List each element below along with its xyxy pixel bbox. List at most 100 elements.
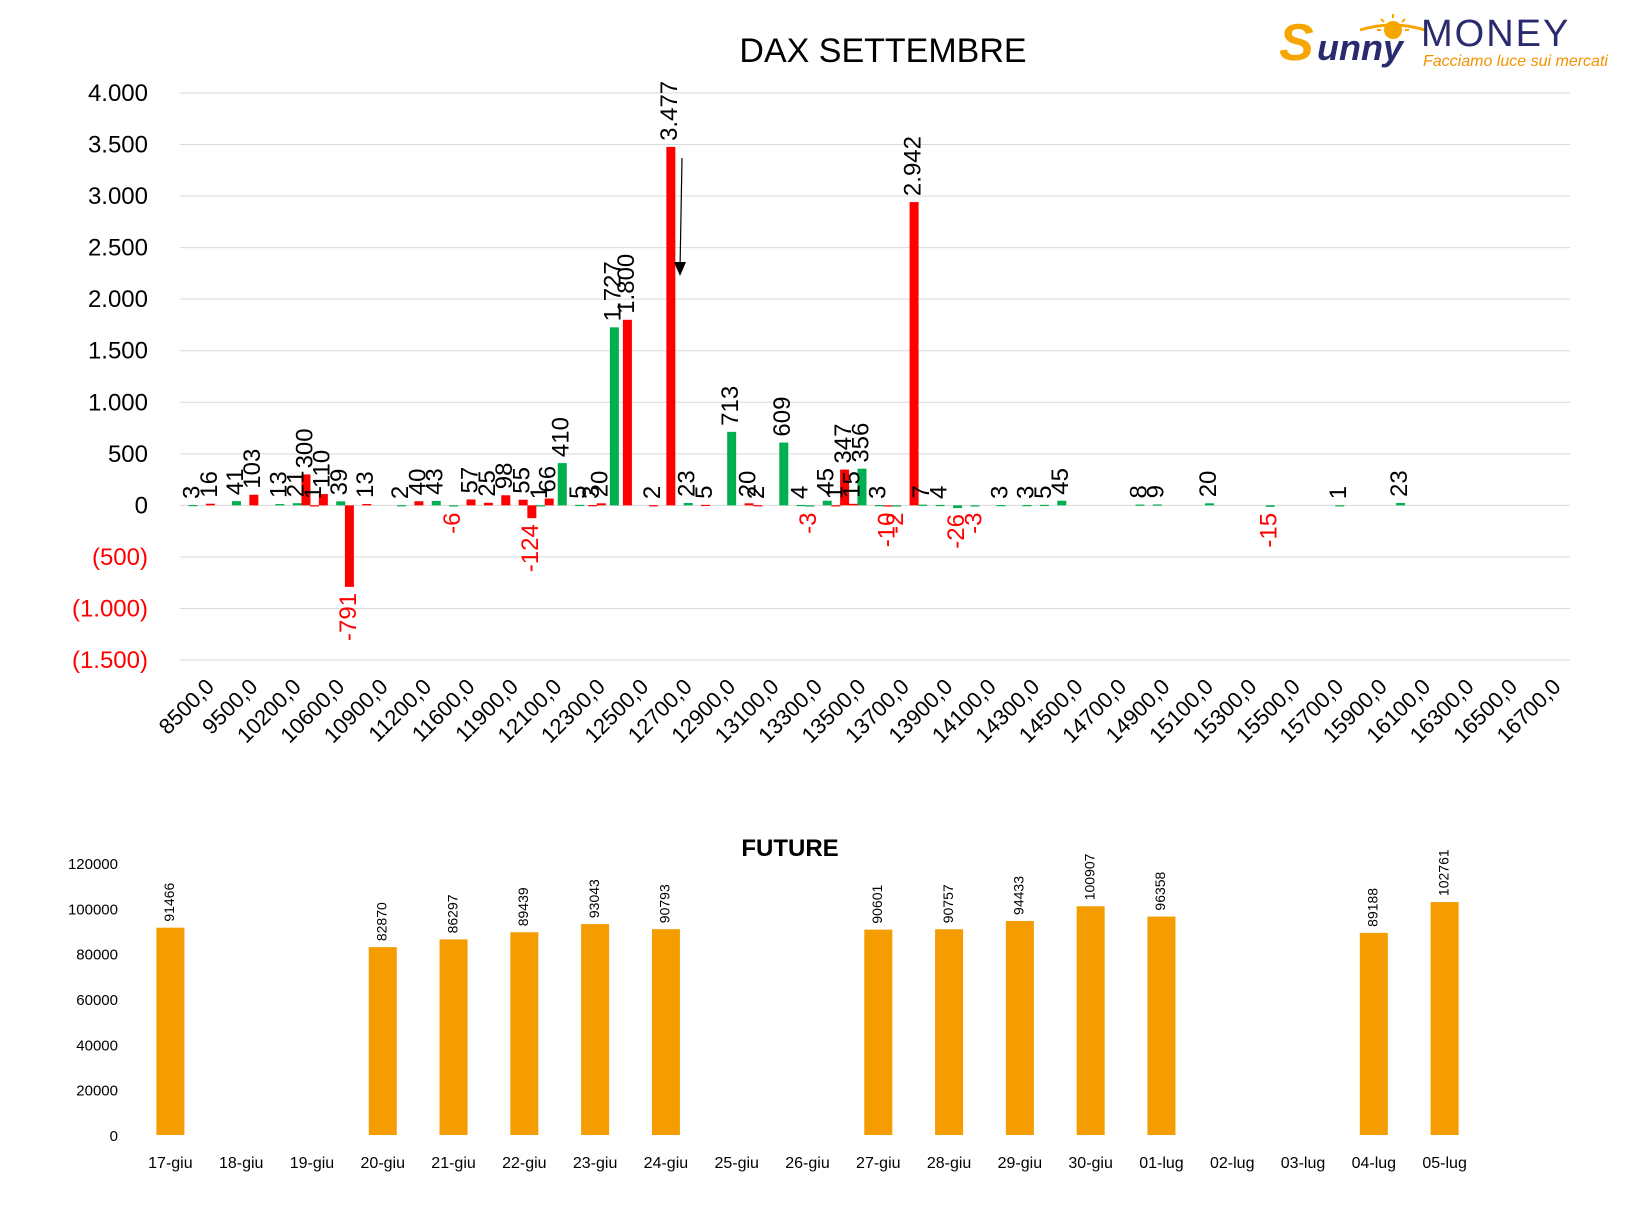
bar	[588, 505, 598, 507]
data-label: -791	[335, 593, 362, 641]
bar	[1152, 504, 1162, 506]
y-tick-label: 2.000	[88, 286, 148, 313]
data-label: 96358	[1152, 871, 1168, 910]
x-tick-label: 03-lug	[1281, 1155, 1325, 1172]
chart-title: DAX SETTEMBRE	[739, 32, 1026, 70]
y-tick-label: 3.500	[88, 132, 148, 159]
bar	[368, 947, 397, 1135]
bar	[1396, 502, 1406, 506]
bar	[935, 504, 945, 507]
sunny-money-logo: S unny MONEY Facciamo luce sui mercati	[1279, 13, 1608, 72]
data-label: 55	[509, 467, 536, 494]
data-label: 102761	[1435, 849, 1451, 896]
bar	[779, 442, 789, 506]
data-label: 90601	[869, 884, 885, 923]
data-label: 20	[734, 471, 761, 498]
x-tick-label: 20-giu	[361, 1155, 405, 1172]
x-tick-label: 21-giu	[431, 1155, 475, 1172]
bar	[188, 505, 198, 507]
data-label: -26	[943, 514, 970, 549]
bar	[292, 503, 302, 506]
chart-title: FUTURE	[741, 835, 838, 862]
future-chart: FUTURE 120000 100000 80000 60000 40000 20000 0…	[68, 835, 1467, 1172]
data-label: 7	[908, 485, 935, 498]
data-label: 2	[743, 486, 770, 499]
data-label: 82870	[373, 902, 389, 941]
bar	[683, 502, 693, 506]
data-label: 103	[239, 449, 266, 489]
bar	[753, 505, 763, 507]
data-label: -6	[439, 513, 466, 534]
x-tick-label: 25-giu	[714, 1155, 758, 1172]
data-label: 15	[839, 471, 866, 498]
data-label: 66	[535, 466, 562, 493]
data-label: 5	[691, 485, 718, 498]
y-tick-label: 0	[110, 1128, 118, 1145]
data-label: 1	[821, 486, 848, 499]
bar	[449, 505, 459, 507]
data-label: 45	[1047, 468, 1074, 495]
data-label: 25	[474, 470, 501, 497]
data-label: 9	[1143, 485, 1170, 498]
data-label: 1	[526, 486, 553, 499]
bar	[510, 932, 539, 1135]
data-label: 1.800	[613, 254, 640, 314]
x-tick-label: 30-giu	[1068, 1155, 1112, 1172]
data-label: 4	[787, 486, 814, 499]
data-label: 3	[1012, 486, 1039, 499]
bar	[1359, 932, 1388, 1135]
data-label: 410	[548, 417, 575, 457]
y-tick-label: 100000	[68, 901, 118, 918]
data-label: 90793	[657, 884, 673, 923]
bar	[651, 929, 680, 1135]
bar	[1057, 500, 1067, 506]
data-label: 3.477	[656, 81, 683, 141]
x-axis-ticks: 17-giu 18-giu 19-giu 20-giu 21-giu 22-giu 23-g…	[148, 1155, 1467, 1172]
data-label: 91466	[161, 883, 177, 922]
data-label: 110	[309, 450, 336, 488]
logo-tagline: Facciamo luce sui mercati	[1423, 53, 1608, 70]
y-tick-label: 4.000	[88, 80, 148, 107]
data-label: 23	[674, 470, 701, 497]
x-tick-label: 17-giu	[148, 1155, 192, 1172]
data-label: 21	[283, 470, 310, 497]
data-label: 100907	[1081, 853, 1097, 900]
data-label: 41	[222, 468, 249, 495]
data-label: 4	[926, 486, 953, 499]
data-label: -3	[960, 513, 987, 534]
bar	[609, 327, 619, 506]
y-tick-label: 3.000	[88, 183, 148, 210]
bar	[935, 929, 964, 1135]
bar	[466, 499, 476, 506]
data-label: 1	[1325, 486, 1352, 499]
y-tick-label: 1.000	[88, 389, 148, 416]
data-label: 1.727	[600, 261, 627, 321]
logo-script-word: unny	[1317, 27, 1405, 68]
data-label: 347	[830, 424, 857, 464]
data-label: 300	[291, 428, 318, 468]
bar	[581, 924, 610, 1135]
sun-icon	[1359, 14, 1426, 39]
data-label: 20	[1195, 471, 1222, 498]
y-tick-label: (1.000)	[72, 595, 148, 622]
data-label: 1	[300, 486, 327, 499]
data-label: -10	[873, 513, 900, 548]
bar	[857, 468, 867, 506]
gridlines	[180, 92, 1570, 661]
y-tick-label: 500	[108, 441, 148, 468]
logo-money-word: MONEY	[1421, 13, 1570, 55]
x-tick-label: 04-lug	[1352, 1155, 1396, 1172]
data-label: 8	[1125, 485, 1152, 498]
data-label: 3	[178, 486, 205, 499]
bar	[362, 504, 372, 506]
data-label: 90757	[940, 884, 956, 923]
data-labels: 91466 82870 86297 89439 93043 90793 90601 90757…	[161, 849, 1451, 941]
data-label: 2	[387, 486, 414, 499]
x-tick-label: 26-giu	[785, 1155, 829, 1172]
bar	[231, 501, 241, 506]
x-tick-label: 02-lug	[1210, 1155, 1254, 1172]
data-label: 713	[717, 386, 744, 426]
bar	[575, 504, 585, 507]
